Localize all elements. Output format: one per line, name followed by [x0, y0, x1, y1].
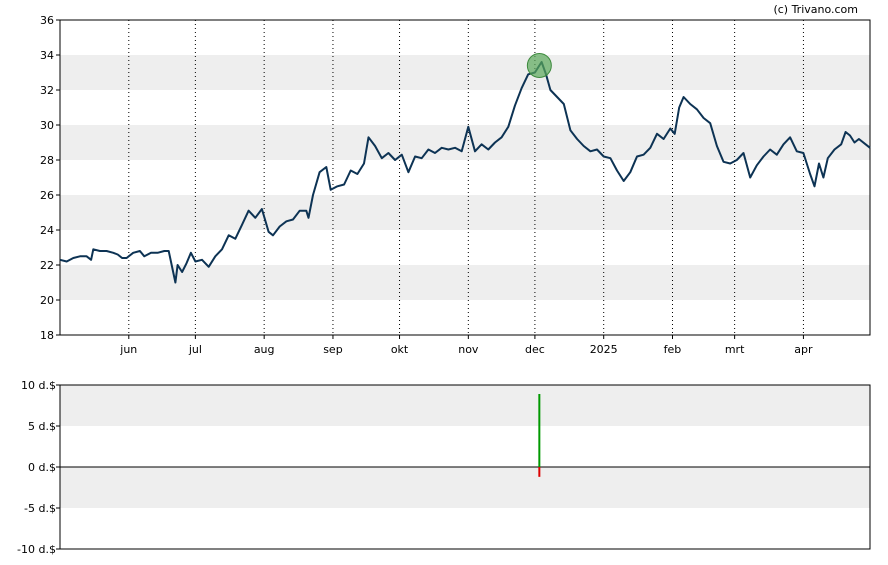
month-label: mrt [725, 343, 745, 356]
month-label: okt [391, 343, 409, 356]
price-plot-frame [59, 19, 871, 336]
dividend-panel: 10 d.$ 5 d.$ 0 d.$ -5 d.$ -10 d.$ [17, 379, 871, 556]
month-label: nov [458, 343, 479, 356]
price-ytick-label: 22 [40, 259, 54, 272]
price-ytick-label: 18 [40, 329, 54, 342]
month-label: dec [525, 343, 545, 356]
price-ytick-label: 28 [40, 154, 54, 167]
dividend-ytick-label: -5 d.$ [24, 502, 56, 515]
month-label: jul [188, 343, 202, 356]
price-ytick-label: 24 [40, 224, 54, 237]
dividend-band [60, 385, 870, 426]
dividend-marker [526, 53, 552, 78]
month-label: jun [119, 343, 137, 356]
dividend-ytick-label: -10 d.$ [17, 543, 56, 556]
dividend-ytick-label: 0 d.$ [28, 461, 56, 474]
dividend-ytick-label: 10 d.$ [21, 379, 56, 392]
price-panel: 18 20 22 24 26 28 30 32 34 36 jun jul aug sep okt nov de… [40, 14, 871, 356]
price-band [60, 55, 870, 90]
month-label: 2025 [590, 343, 618, 356]
price-ytick-label: 30 [40, 119, 54, 132]
dividend-ytick-label: 5 d.$ [28, 420, 56, 433]
price-band [60, 265, 870, 300]
month-label: sep [323, 343, 342, 356]
price-ytick-label: 36 [40, 14, 54, 27]
credit-text: (c) Trivano.com [773, 3, 858, 16]
price-ytick-label: 34 [40, 49, 54, 62]
month-label: feb [664, 343, 682, 356]
price-ytick-label: 32 [40, 84, 54, 97]
month-label: aug [254, 343, 275, 356]
price-line [59, 61, 871, 284]
dividend-band [60, 467, 870, 508]
price-ytick-label: 20 [40, 294, 54, 307]
price-ytick-label: 26 [40, 189, 54, 202]
price-band [60, 195, 870, 230]
month-label: apr [794, 343, 813, 356]
